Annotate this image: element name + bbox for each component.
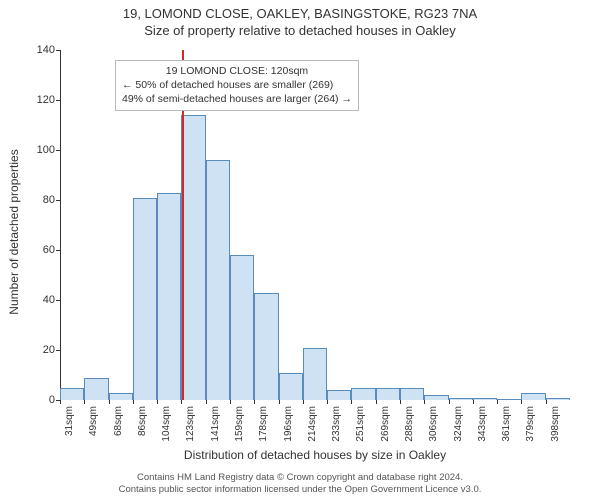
chart-container: 19, LOMOND CLOSE, OAKLEY, BASINGSTOKE, R… xyxy=(0,0,600,500)
x-tick-mark xyxy=(279,400,280,404)
x-tick-mark xyxy=(157,400,158,404)
histogram-bar xyxy=(303,348,327,401)
chart-title: 19, LOMOND CLOSE, OAKLEY, BASINGSTOKE, R… xyxy=(0,0,600,21)
x-axis-label: Distribution of detached houses by size … xyxy=(60,448,570,462)
y-tick-label: 40 xyxy=(15,294,55,306)
y-tick-mark xyxy=(56,200,60,201)
y-tick-label: 140 xyxy=(15,44,55,56)
y-tick-label: 120 xyxy=(15,94,55,106)
x-tick-mark xyxy=(449,400,450,404)
annotation-line-2: ← 50% of detached houses are smaller (26… xyxy=(122,78,352,92)
annotation-box: 19 LOMOND CLOSE: 120sqm ← 50% of detache… xyxy=(115,60,359,111)
x-tick-mark xyxy=(376,400,377,404)
histogram-bar xyxy=(109,393,133,401)
x-tick-mark xyxy=(230,400,231,404)
histogram-bar xyxy=(157,193,181,401)
x-tick-mark xyxy=(400,400,401,404)
histogram-bar xyxy=(376,388,400,401)
x-tick-mark xyxy=(424,400,425,404)
y-tick-mark xyxy=(56,150,60,151)
histogram-bar xyxy=(424,395,448,400)
x-tick-mark xyxy=(181,400,182,404)
y-tick-mark xyxy=(56,100,60,101)
histogram-bar xyxy=(206,160,230,400)
x-tick-mark xyxy=(60,400,61,404)
y-tick-mark xyxy=(56,50,60,51)
annotation-line-1: 19 LOMOND CLOSE: 120sqm xyxy=(122,64,352,78)
histogram-bar xyxy=(521,393,545,401)
histogram-bar xyxy=(497,399,521,400)
histogram-bar xyxy=(327,390,351,400)
x-tick-mark xyxy=(303,400,304,404)
x-tick-mark xyxy=(546,400,547,404)
histogram-bar xyxy=(133,198,157,401)
x-tick-mark xyxy=(206,400,207,404)
x-tick-mark xyxy=(521,400,522,404)
y-tick-label: 60 xyxy=(15,244,55,256)
y-tick-label: 80 xyxy=(15,194,55,206)
x-tick-mark xyxy=(327,400,328,404)
histogram-bar xyxy=(449,398,473,401)
x-tick-mark xyxy=(84,400,85,404)
histogram-bar xyxy=(181,115,205,400)
plot-area: Number of detached properties 0204060801… xyxy=(60,50,570,400)
y-tick-mark xyxy=(56,350,60,351)
x-tick-mark xyxy=(351,400,352,404)
x-tick-mark xyxy=(473,400,474,404)
y-axis-line xyxy=(60,50,61,400)
annotation-line-3: 49% of semi-detached houses are larger (… xyxy=(122,92,352,106)
x-tick-mark xyxy=(109,400,110,404)
chart-subtitle: Size of property relative to detached ho… xyxy=(0,23,600,38)
histogram-bar xyxy=(279,373,303,401)
histogram-bar xyxy=(351,388,375,401)
histogram-bar xyxy=(546,398,570,401)
x-tick-mark xyxy=(497,400,498,404)
y-tick-label: 20 xyxy=(15,344,55,356)
histogram-bar xyxy=(254,293,278,401)
x-tick-mark xyxy=(133,400,134,404)
footer-line-1: Contains HM Land Registry data © Crown c… xyxy=(0,472,600,484)
footer: Contains HM Land Registry data © Crown c… xyxy=(0,472,600,496)
histogram-bar xyxy=(230,255,254,400)
footer-line-2: Contains public sector information licen… xyxy=(0,484,600,496)
histogram-bar xyxy=(473,398,497,401)
y-tick-mark xyxy=(56,250,60,251)
y-tick-label: 100 xyxy=(15,144,55,156)
histogram-bar xyxy=(84,378,108,401)
y-tick-mark xyxy=(56,300,60,301)
x-tick-mark xyxy=(254,400,255,404)
histogram-bar xyxy=(400,388,424,401)
y-tick-label: 0 xyxy=(15,394,55,406)
histogram-bar xyxy=(60,388,84,401)
